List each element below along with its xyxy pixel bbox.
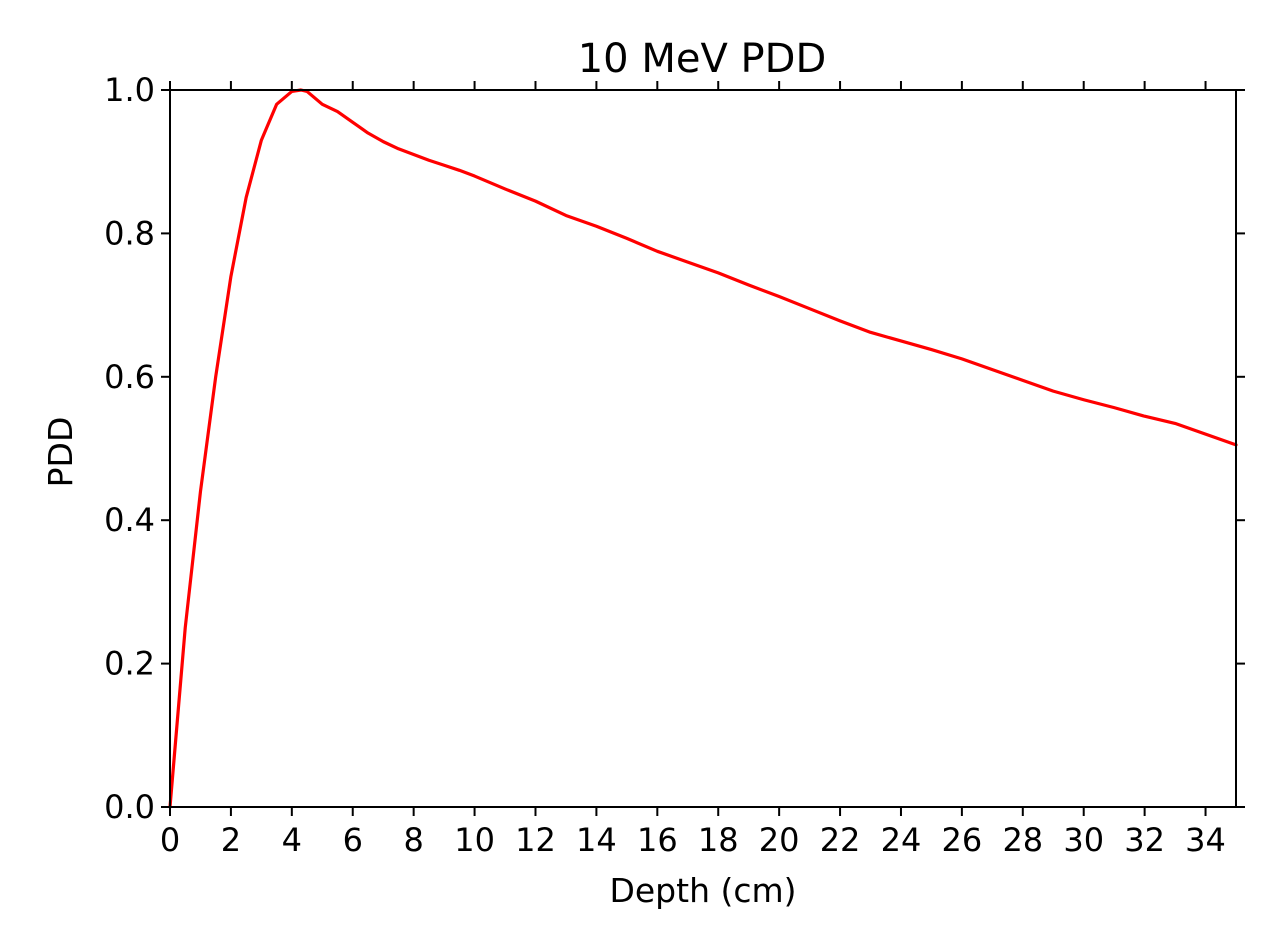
y-axis-label: PDD [41,417,80,488]
x-tick-label: 14 [576,821,617,859]
x-axis-ticks: 0 2 4 6 8 10 12 14 16 18 20 22 24 26 28 30 32 34 [160,81,1226,859]
y-tick-label: 0.8 [104,214,155,252]
x-tick-label: 0 [160,821,180,859]
axes-frame [169,89,1237,808]
x-tick-label: 26 [942,821,983,859]
x-tick-label: 10 [454,821,495,859]
y-axis-ticks: 0.0 0.2 0.4 0.6 0.8 1.0 [104,71,1245,826]
x-tick-label: 34 [1185,821,1226,859]
x-tick-label: 12 [515,821,556,859]
x-tick-label: 28 [1002,821,1043,859]
y-tick-label: 0.4 [104,501,155,539]
x-tick-label: 16 [637,821,678,859]
x-tick-label: 2 [221,821,241,859]
x-tick-label: 4 [282,821,302,859]
y-tick-label: 0.2 [104,645,155,683]
y-tick-label: 0.6 [104,358,155,396]
x-tick-label: 22 [820,821,861,859]
chart-title: 10 MeV PDD [578,36,827,82]
x-tick-label: 20 [759,821,800,859]
y-tick-label: 1.0 [104,71,155,109]
x-axis-label: Depth (cm) [609,871,796,910]
x-tick-label: 18 [698,821,739,859]
x-tick-label: 32 [1124,821,1165,859]
y-tick-label: 0.0 [104,788,155,826]
x-tick-label: 6 [343,821,363,859]
x-tick-label: 30 [1063,821,1104,859]
x-tick-label: 24 [881,821,922,859]
series-line-1 [168,88,1238,809]
plot-area [168,88,1238,809]
x-tick-label: 8 [403,821,423,859]
